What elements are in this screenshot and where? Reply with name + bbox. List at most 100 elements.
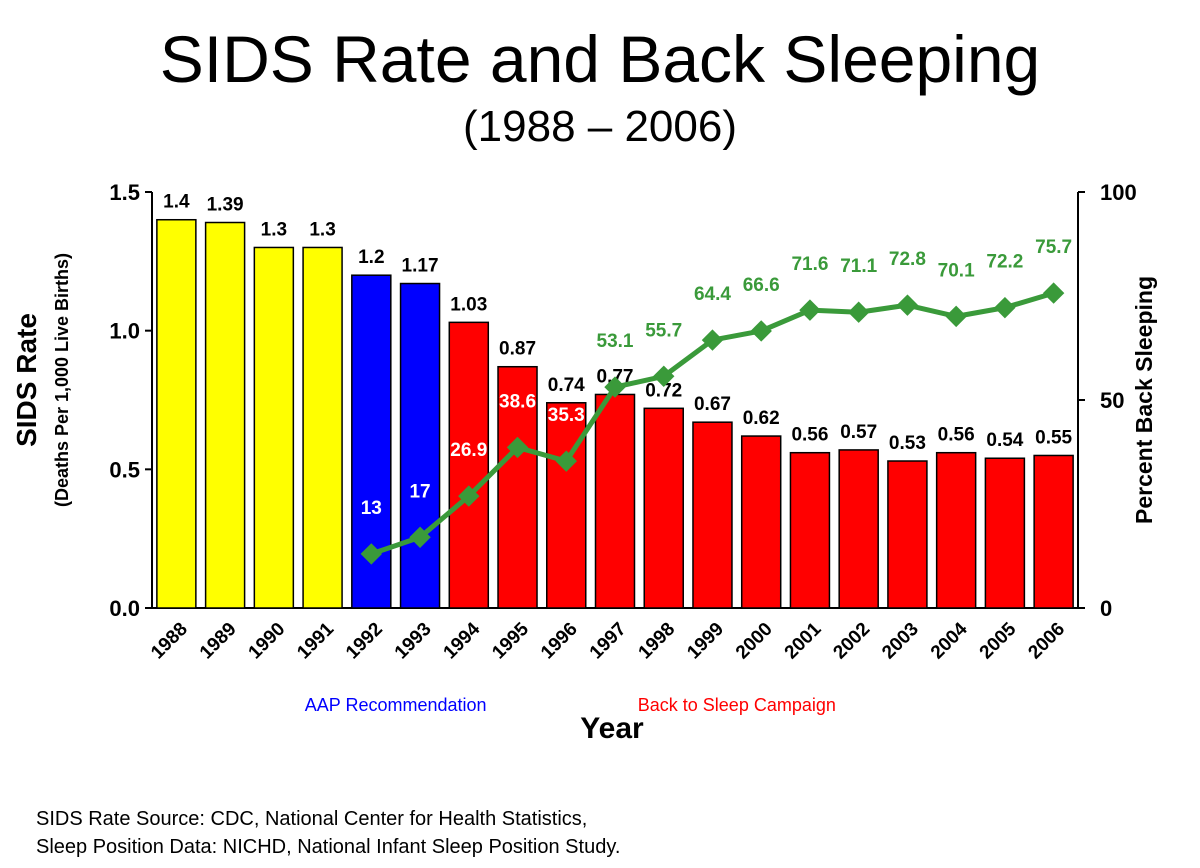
bar-1996 xyxy=(546,402,587,609)
bar-1991 xyxy=(302,246,343,609)
back-sleeping-marker-2003 xyxy=(896,294,919,316)
back-sleeping-marker-2005 xyxy=(994,296,1016,319)
line-value-label: 70.1 xyxy=(938,260,975,281)
back-sleeping-marker-2000 xyxy=(750,320,772,342)
x-tick-label: 2003 xyxy=(878,619,923,664)
x-tick-label: 1990 xyxy=(245,619,290,664)
x-tick-label: 2001 xyxy=(781,618,826,663)
bar-value-label: 1.2 xyxy=(358,247,384,268)
x-tick-label: 2002 xyxy=(829,619,874,664)
bar-2000 xyxy=(740,435,782,609)
bar-1999 xyxy=(692,421,733,609)
bar-1993 xyxy=(399,282,441,609)
bar-1988 xyxy=(156,218,197,609)
y-right-axis-title: Percent Back Sleeping xyxy=(1131,276,1157,524)
x-axis-title: Year xyxy=(580,712,644,745)
bar-value-label: 0.57 xyxy=(840,422,877,443)
bar-1995 xyxy=(497,365,538,609)
x-tick-label: 1992 xyxy=(342,619,387,664)
bar-value-label: 1.4 xyxy=(163,192,190,213)
bar-value-label: 1.3 xyxy=(261,219,287,240)
line-value-label: 38.6 xyxy=(499,391,536,412)
bar-1997 xyxy=(594,393,636,609)
x-tick-label: 2006 xyxy=(1024,619,1069,664)
aap-recommendation-label: AAP Recommendation xyxy=(305,695,487,715)
x-tick-label: 1997 xyxy=(586,619,631,664)
x-tick-label: 2005 xyxy=(976,618,1021,663)
back-sleeping-marker-1992 xyxy=(360,543,383,565)
bar-value-label: 0.56 xyxy=(791,425,828,446)
back-sleeping-marker-2004 xyxy=(945,305,967,328)
back-sleeping-marker-1999 xyxy=(701,329,724,351)
x-tick-label: 1998 xyxy=(635,619,680,664)
line-value-label: 72.2 xyxy=(986,252,1023,273)
y-left-tick-label: 1.0 xyxy=(109,319,140,344)
bar-1998 xyxy=(643,407,684,609)
source-note-sids: SIDS Rate Source: CDC, National Center f… xyxy=(36,808,588,830)
back-sleeping-marker-1994 xyxy=(458,485,480,507)
bar-2004 xyxy=(935,451,977,609)
back-sleeping-series xyxy=(360,282,1065,565)
line-value-label: 55.7 xyxy=(645,320,682,341)
x-tick-label: 2004 xyxy=(927,618,972,663)
line-value-label: 71.1 xyxy=(840,256,877,277)
line-value-label: 64.4 xyxy=(694,284,731,305)
bar-series xyxy=(156,218,1074,609)
x-tick-label: 1996 xyxy=(537,619,582,664)
y-right-tick-label: 50 xyxy=(1100,388,1124,413)
bar-2005 xyxy=(984,457,1026,609)
bar-value-label: 0.87 xyxy=(499,339,536,360)
line-value-label: 66.6 xyxy=(743,275,780,296)
chart-title: SIDS Rate and Back Sleeping xyxy=(159,22,1041,96)
bar-value-label: 0.72 xyxy=(645,380,682,401)
x-tick-label: 1999 xyxy=(683,619,728,664)
bar-value-label: 0.62 xyxy=(743,408,780,429)
bar-2001 xyxy=(789,451,831,609)
y-left-tick-label: 0.5 xyxy=(109,457,140,482)
line-value-label: 72.8 xyxy=(889,249,926,270)
line-value-label: 35.3 xyxy=(548,405,585,426)
line-value-label: 17 xyxy=(409,481,430,502)
bar-value-label: 0.67 xyxy=(694,394,731,415)
bar-value-label: 1.03 xyxy=(450,294,487,315)
back-sleeping-marker-1995 xyxy=(506,436,529,459)
back-sleeping-marker-2002 xyxy=(847,301,870,323)
bar-2002 xyxy=(838,449,879,609)
source-note-sleep-position: Sleep Position Data: NICHD, National Inf… xyxy=(36,836,621,858)
x-tick-label: 1989 xyxy=(196,619,241,664)
chart-subtitle: (1988 – 2006) xyxy=(463,102,737,151)
line-value-labels: 13 17 26.9 38.6 35.3 53.1 55.7 64.4 66.6 71.6 71.1… xyxy=(361,237,1072,519)
bar-value-label: 1.17 xyxy=(402,256,439,277)
bar-value-label: 0.74 xyxy=(548,375,585,396)
back-sleeping-marker-2001 xyxy=(799,299,821,321)
line-value-label: 26.9 xyxy=(450,440,487,461)
y-left-axis-title: SIDS Rate xyxy=(11,313,42,447)
x-tick-label: 2000 xyxy=(732,619,777,664)
x-tick-label: 1988 xyxy=(147,619,192,664)
bar-1994 xyxy=(448,321,490,609)
back-to-sleep-label: Back to Sleep Campaign xyxy=(638,695,836,715)
bar-value-label: 0.55 xyxy=(1035,427,1072,448)
line-value-label: 13 xyxy=(361,498,382,519)
x-tick-label: 1995 xyxy=(488,618,533,663)
x-tick-label: 1993 xyxy=(391,619,436,664)
y-right-tick-label: 100 xyxy=(1100,180,1137,205)
x-tick-label: 1991 xyxy=(293,618,338,663)
bar-value-labels: 1.41.391.31.31.21.171.030.870.740.770.72… xyxy=(163,192,1072,454)
back-sleeping-marker-1996 xyxy=(555,450,577,472)
y-left-tick-label: 1.5 xyxy=(109,180,140,205)
back-sleeping-marker-1993 xyxy=(409,526,431,548)
bar-2003 xyxy=(887,460,928,609)
bar-1990 xyxy=(253,246,295,609)
back-sleeping-marker-2006 xyxy=(1042,282,1065,304)
bar-2006 xyxy=(1033,454,1074,609)
y-left-axis-subtitle: (Deaths Per 1,000 Live Births) xyxy=(52,253,72,507)
x-tick-label: 1994 xyxy=(440,618,485,663)
y-left-tick-label: 0.0 xyxy=(109,596,140,621)
bar-value-label: 1.39 xyxy=(207,195,244,216)
y-right-tick-label: 0 xyxy=(1100,596,1112,621)
bar-1989 xyxy=(204,221,246,609)
back-sleeping-marker-1997 xyxy=(604,376,626,398)
bar-value-label: 1.3 xyxy=(309,219,335,240)
